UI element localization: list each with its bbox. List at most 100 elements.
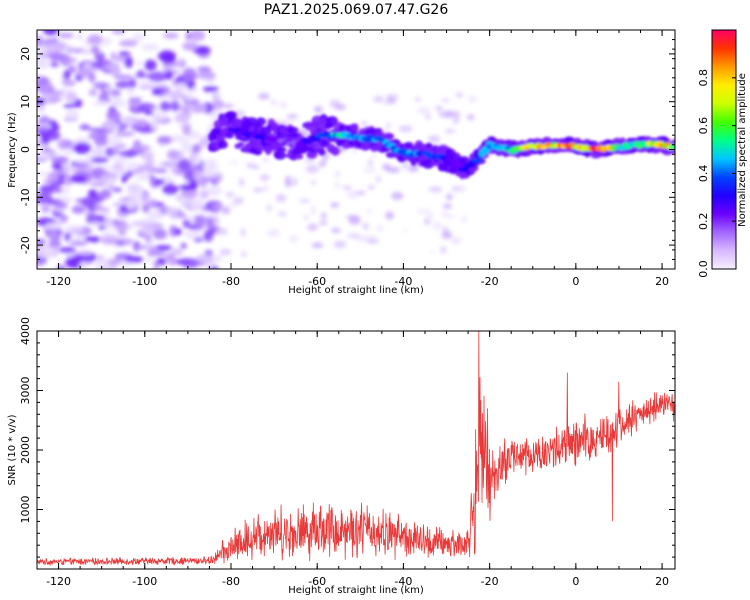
spectrogram-noise-blob xyxy=(183,170,195,182)
spectrogram-noise-blob xyxy=(371,150,376,159)
spectrogram-noise-blob xyxy=(277,211,287,217)
snr-x-tick-label: 0 xyxy=(572,575,579,588)
spectrogram-noise-blob xyxy=(238,178,245,187)
spectrogram-noise-blob xyxy=(263,157,269,162)
spectrogram-noise-blob xyxy=(153,244,173,251)
spectrogram-noise-blob xyxy=(427,135,441,144)
spectrogram-noise-blob xyxy=(303,215,309,220)
spectrogram-noise-blob xyxy=(334,169,341,179)
spectrogram-noise-blob xyxy=(177,58,187,69)
spectrogram-noise-blob xyxy=(252,188,264,192)
spectrogram-noise-blob xyxy=(139,151,155,159)
spectrogram-noise-blob xyxy=(196,163,204,172)
spectrogram-ridge-core xyxy=(471,158,483,163)
spectrogram-noise-blob xyxy=(386,122,391,128)
spectrogram-x-tick-label: -20 xyxy=(481,275,499,288)
spectrogram-noise-blob xyxy=(314,105,323,114)
spectrogram-noise-blob xyxy=(165,70,174,81)
spectrogram-noise-blob xyxy=(166,149,179,160)
spectrogram-noise-blob xyxy=(60,186,70,194)
spectrogram-noise-blob xyxy=(391,191,404,200)
spectrogram-noise-blob xyxy=(126,185,145,193)
spectrogram-noise-blob xyxy=(170,248,184,256)
spectrogram-noise-blob xyxy=(100,188,112,200)
spectrogram-ridge-base xyxy=(295,153,304,160)
spectrogram-noise-blob xyxy=(100,121,118,130)
spectrogram-noise-blob xyxy=(227,160,240,165)
spectrogram-noise-blob xyxy=(114,55,127,62)
colorbar-label: Normalized spectral amplitude xyxy=(737,73,748,227)
spectrogram-noise-blob xyxy=(47,230,59,240)
spectrogram-noise-blob xyxy=(174,228,183,236)
spectrogram-x-tick-label: 0 xyxy=(572,275,579,288)
snr-panel: -120 -100 -80 -60 -40 -20 0 20 1000 2000 3000 4000… xyxy=(7,317,676,596)
spectrogram-noise-blob xyxy=(56,32,74,37)
spectrogram-ridge-base xyxy=(218,140,228,149)
spectrogram-noise-blob xyxy=(38,87,47,95)
spectrogram-noise-blob xyxy=(227,203,240,208)
spectrogram-noise-blob xyxy=(65,109,80,121)
snr-x-tick-label: -80 xyxy=(222,575,240,588)
spectrogram-noise-blob xyxy=(159,101,171,111)
spectrogram-noise-blob xyxy=(73,162,89,168)
spectrogram-noise-blob xyxy=(136,118,148,128)
spectrogram-ridge-base xyxy=(369,145,380,152)
spectrogram-noise-blob xyxy=(334,181,341,189)
spectrogram-noise-blob xyxy=(150,119,159,131)
spectrogram-noise-blob xyxy=(346,189,360,199)
spectrogram-noise-blob xyxy=(362,167,377,173)
spectrogram-noise-blob xyxy=(368,158,373,167)
spectrogram-noise-blob xyxy=(88,89,98,96)
spectrogram-noise-blob xyxy=(182,41,199,51)
spectrogram-noise-blob xyxy=(45,222,64,230)
spectrogram-ridge-base xyxy=(318,148,326,156)
spectrogram-x-tick-label: -100 xyxy=(132,275,157,288)
snr-series-line xyxy=(37,331,675,567)
spectrogram-noise-blob xyxy=(189,103,208,114)
spectrogram-noise-blob xyxy=(376,225,384,232)
spectrogram-noise-blob xyxy=(137,69,145,78)
spectrogram-noise-blob xyxy=(76,250,93,256)
spectrogram-noise-blob xyxy=(284,120,296,124)
spectrogram-noise-blob xyxy=(110,65,122,78)
spectrogram-noise-blob xyxy=(93,82,107,89)
spectrogram-noise-blob xyxy=(219,248,232,256)
spectrogram-noise-blob xyxy=(164,207,180,215)
spectrogram-noise-blob xyxy=(192,155,205,160)
spectrogram-noise-blob xyxy=(183,230,203,239)
spectrogram-noise-blob xyxy=(182,219,191,229)
spectrogram-noise-blob xyxy=(112,156,128,165)
spectrogram-noise-blob xyxy=(221,206,231,215)
spectrogram-noise-blob xyxy=(66,92,78,103)
spectrogram-noise-blob xyxy=(352,147,357,155)
spectrogram-noise-blob xyxy=(166,182,175,195)
spectrogram-noise-blob xyxy=(148,246,157,254)
snr-y-ticks: 1000 2000 3000 4000 xyxy=(19,317,675,570)
spectrogram-noise-blob xyxy=(442,203,453,209)
spectrogram-noise-blob xyxy=(442,226,449,236)
spectrogram-noise-blob xyxy=(330,202,339,208)
spectrogram-noise-blob xyxy=(53,201,68,209)
spectrogram-noise-blob xyxy=(284,181,293,187)
spectrogram-noise-blob xyxy=(66,45,77,51)
spectrogram-noise-blob xyxy=(38,76,50,86)
spectrogram-noise-blob xyxy=(366,208,373,214)
spectrogram-noise-blob xyxy=(271,100,277,105)
spectrogram-noise-blob xyxy=(68,235,86,243)
snr-x-tick-label: 20 xyxy=(655,575,669,588)
spectrogram-noise-blob xyxy=(181,141,191,151)
spectrogram-noise-blob xyxy=(193,237,203,242)
spectrogram-noise-blob xyxy=(58,247,76,253)
spectrogram-noise-blob xyxy=(181,258,200,269)
spectrogram-noise-blob xyxy=(361,121,368,127)
spectrogram-noise-blob xyxy=(103,86,115,92)
spectrogram-noise-blob xyxy=(124,56,134,69)
spectrogram-ridge-base xyxy=(286,126,299,134)
spectrogram-y-ticks: -20 -10 0 10 20 xyxy=(19,29,675,270)
spectrogram-noise-blob xyxy=(258,93,270,100)
spectrogram-noise-blob xyxy=(57,173,66,185)
spectrogram-noise-blob xyxy=(48,90,64,96)
spectrogram-noise-blob xyxy=(266,205,272,211)
spectrogram-noise-blob xyxy=(198,71,216,80)
spectrogram-noise-blob xyxy=(289,234,299,243)
